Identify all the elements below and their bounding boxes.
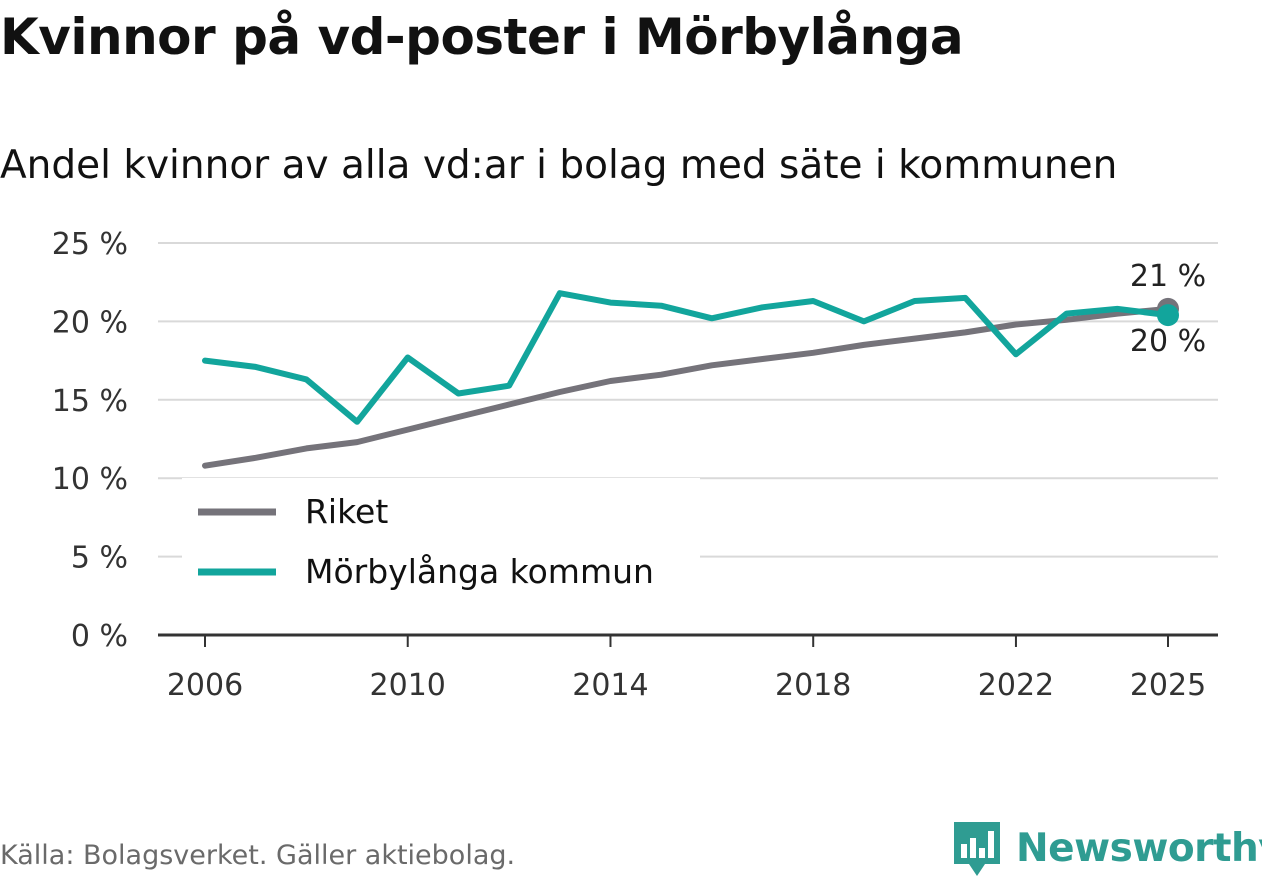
brand-name: Newsworthy: [1016, 825, 1262, 871]
y-tick-label: 10 %: [52, 462, 128, 497]
x-tick-label: 2014: [572, 668, 648, 703]
chart-subtitle: Andel kvinnor av alla vd:ar i bolag med …: [0, 143, 1118, 188]
newsworthy-logo-icon: [954, 822, 1000, 876]
source-note: Källa: Bolagsverket. Gäller aktiebolag.: [0, 840, 516, 871]
x-tick-label: 2025: [1130, 668, 1206, 703]
chart-title: Kvinnor på vd-poster i Mörbylånga: [0, 8, 964, 66]
brand-logo: Newsworthy: [952, 818, 1262, 878]
x-tick-label: 2006: [167, 668, 243, 703]
y-tick-label: 0 %: [71, 619, 128, 654]
end-label-morbylanga: 20 %: [1130, 324, 1206, 359]
series-layer: [202, 290, 1179, 469]
x-tick-label: 2010: [370, 668, 446, 703]
legend-label-riket: Riket: [305, 492, 388, 531]
y-tick-label: 25 %: [52, 227, 128, 262]
x-tick-label: 2022: [978, 668, 1054, 703]
label-layer: 21 % 20 %: [1130, 259, 1206, 359]
legend-label-morbylanga: Mörbylånga kommun: [305, 552, 654, 591]
x-tick-label: 2018: [775, 668, 851, 703]
y-tick-label: 5 %: [71, 541, 128, 576]
y-tick-label: 20 %: [52, 305, 128, 340]
end-marker-morbylanga: [1157, 304, 1179, 327]
series-line-morbylanga: [202, 290, 1171, 425]
series-line-riket: [202, 305, 1171, 469]
legend-layer: Riket Mörbylånga kommun: [182, 478, 700, 591]
legend-background: [182, 478, 700, 558]
axis-layer: 0 % 5 % 10 % 15 % 20 % 25 % 2006 2010 2014 2018 20…: [52, 227, 1218, 703]
end-label-riket: 21 %: [1130, 259, 1206, 294]
y-tick-label: 15 %: [52, 384, 128, 419]
